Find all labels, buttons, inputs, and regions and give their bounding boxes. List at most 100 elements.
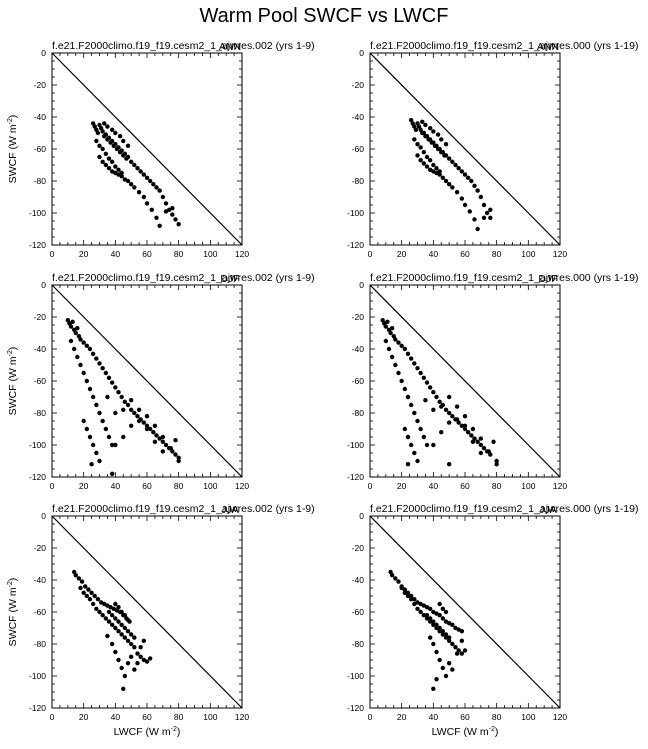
one-to-one-line <box>51 284 243 478</box>
panel-suffix-text: res.002 (yrs 1-9) <box>238 503 315 515</box>
x-tick-label: 0 <box>50 249 55 259</box>
scatter-panel: f.e21.F2000climo.f19_f19.cesm2_1_ajwres.… <box>7 272 315 491</box>
data-point <box>173 438 178 443</box>
data-point <box>440 175 446 180</box>
data-point <box>176 458 181 464</box>
data-point <box>79 579 85 584</box>
data-point <box>94 138 99 144</box>
y-tick-label: -60 <box>34 607 47 617</box>
x-tick-label: 120 <box>235 249 249 259</box>
data-point <box>125 402 131 408</box>
data-point <box>90 394 96 400</box>
data-point <box>84 593 90 599</box>
y-tick-label: -80 <box>352 176 365 186</box>
y-tick-label: 0 <box>359 511 364 521</box>
x-tick-label: 20 <box>397 481 407 491</box>
data-point <box>421 375 427 380</box>
data-point <box>443 673 449 679</box>
data-point <box>408 402 414 408</box>
x-tick-label: 100 <box>203 249 217 259</box>
y-tick-label: -120 <box>29 240 46 250</box>
data-point <box>408 442 414 448</box>
data-point <box>446 638 452 643</box>
x-tick-label: 20 <box>79 481 89 491</box>
panel-suffix-text: res.002 (yrs 1-9) <box>238 272 315 284</box>
data-point <box>113 442 118 448</box>
data-point <box>459 169 465 174</box>
data-point <box>90 351 96 356</box>
data-point <box>76 576 82 581</box>
data-point <box>141 194 147 200</box>
data-point <box>95 597 101 602</box>
x-tick-label: 60 <box>142 481 152 491</box>
x-tick-label: 0 <box>368 481 373 491</box>
data-point <box>435 132 441 137</box>
x-tick-label: 40 <box>111 249 121 259</box>
season-label: DJF <box>538 273 557 285</box>
data-point <box>453 645 458 650</box>
data-point <box>437 613 442 618</box>
data-point <box>418 145 423 150</box>
y-tick-label: -120 <box>29 472 46 482</box>
data-point <box>389 354 395 360</box>
y-tick-label: -40 <box>352 575 365 585</box>
data-point <box>484 210 490 216</box>
data-point <box>446 462 452 467</box>
data-point <box>421 161 427 166</box>
data-point <box>427 635 433 640</box>
y-tick-label: -100 <box>29 671 46 681</box>
data-point <box>106 375 112 380</box>
data-point <box>125 154 131 160</box>
season-label: DJF <box>220 273 239 285</box>
data-point <box>443 407 449 412</box>
data-point <box>402 590 408 595</box>
data-point <box>119 609 124 615</box>
data-point <box>396 370 401 376</box>
data-point <box>68 338 74 344</box>
data-point <box>97 410 102 416</box>
data-point <box>144 659 150 664</box>
data-point <box>399 343 404 348</box>
data-point <box>427 616 433 621</box>
data-point <box>470 439 476 444</box>
data-point <box>439 430 444 435</box>
x-tick-label: 100 <box>521 249 535 259</box>
data-point <box>478 450 484 456</box>
data-point <box>90 601 96 607</box>
panel-case-text: f.e21.F2000climo.f19_f19.cesm2_1_ajw <box>52 272 238 284</box>
data-point <box>87 434 93 440</box>
data-point <box>125 629 131 634</box>
data-point <box>415 153 420 158</box>
data-point <box>421 434 427 440</box>
data-point <box>481 215 487 220</box>
x-tick-label: 20 <box>79 712 89 722</box>
data-point <box>97 143 102 148</box>
data-point <box>415 142 420 147</box>
data-point <box>383 338 389 344</box>
x-tick-label: 0 <box>368 249 373 259</box>
data-point <box>81 340 86 345</box>
data-point <box>73 330 78 336</box>
x-tick-label: 120 <box>553 481 567 491</box>
panel-suffix-text: res.000 (yrs 1-19) <box>556 40 639 52</box>
data-point <box>119 394 124 400</box>
data-point <box>125 661 131 666</box>
y-tick-label: -40 <box>34 575 47 585</box>
data-point <box>434 166 439 171</box>
data-point <box>109 380 115 385</box>
data-point <box>163 209 169 214</box>
data-point <box>128 632 134 637</box>
data-point <box>488 215 493 220</box>
data-point <box>100 159 105 164</box>
data-point <box>103 426 109 432</box>
data-point <box>424 380 430 385</box>
data-point <box>423 122 428 128</box>
y-tick-label: 0 <box>41 280 46 290</box>
one-to-one-line <box>51 515 243 709</box>
x-tick-label: 0 <box>50 481 55 491</box>
data-point <box>105 394 110 400</box>
data-point <box>106 434 112 440</box>
data-point <box>97 458 102 464</box>
x-tick-label: 80 <box>174 712 184 722</box>
data-point <box>132 162 137 168</box>
